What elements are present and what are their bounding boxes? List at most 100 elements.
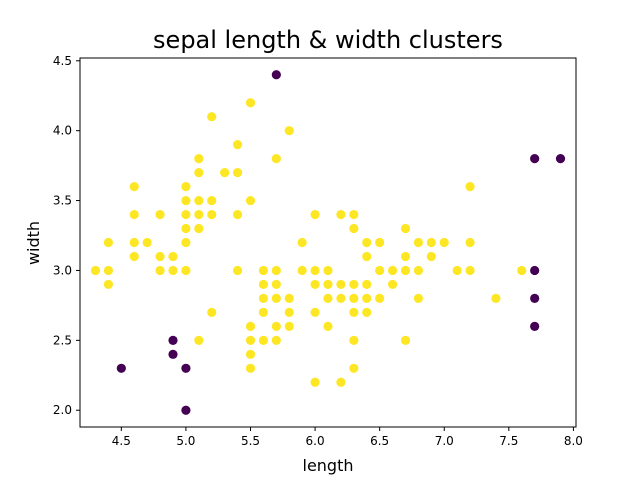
- point-cluster-1: [465, 237, 475, 248]
- x-tick-label: 7.5: [499, 434, 518, 448]
- point-cluster-1: [349, 223, 359, 234]
- point-cluster-0: [530, 321, 540, 331]
- point-cluster-1: [349, 279, 359, 290]
- y-tick-label: 4.5: [53, 54, 72, 68]
- point-cluster-1: [465, 265, 475, 276]
- point-cluster-1: [271, 293, 281, 304]
- point-cluster-1: [103, 279, 114, 290]
- point-cluster-1: [168, 265, 178, 276]
- point-cluster-1: [349, 335, 359, 345]
- point-cluster-1: [284, 307, 294, 317]
- point-cluster-0: [271, 70, 281, 80]
- point-cluster-1: [362, 307, 372, 317]
- point-cluster-0: [530, 265, 540, 276]
- chart-title: sepal length & width clusters: [153, 26, 503, 54]
- point-cluster-1: [336, 377, 346, 387]
- x-tick-label: 6.0: [306, 434, 325, 448]
- point-cluster-1: [310, 265, 320, 276]
- point-cluster-1: [194, 335, 204, 345]
- x-tick-label: 6.5: [370, 434, 389, 448]
- point-cluster-1: [387, 265, 398, 276]
- point-cluster-0: [116, 363, 126, 373]
- point-cluster-1: [375, 265, 385, 276]
- point-cluster-0: [530, 154, 540, 164]
- point-cluster-1: [155, 265, 165, 276]
- x-tick-label: 7.0: [435, 434, 454, 448]
- point-cluster-1: [375, 237, 385, 248]
- point-cluster-1: [129, 181, 139, 192]
- point-cluster-1: [491, 293, 501, 304]
- point-cluster-1: [310, 307, 320, 317]
- point-cluster-1: [194, 154, 204, 164]
- point-cluster-1: [129, 209, 139, 220]
- point-cluster-1: [452, 265, 462, 276]
- point-cluster-1: [271, 335, 281, 345]
- point-cluster-1: [413, 237, 424, 248]
- y-tick-label: 3.5: [53, 194, 72, 208]
- point-cluster-1: [439, 237, 449, 248]
- point-cluster-1: [323, 321, 333, 331]
- point-cluster-1: [336, 209, 346, 220]
- point-cluster-1: [284, 321, 294, 331]
- point-cluster-1: [349, 307, 359, 317]
- point-cluster-1: [181, 265, 191, 276]
- point-cluster-1: [194, 209, 204, 220]
- point-cluster-1: [517, 265, 527, 276]
- point-cluster-1: [245, 335, 256, 345]
- point-cluster-1: [181, 237, 191, 248]
- point-cluster-1: [297, 237, 307, 248]
- point-cluster-1: [400, 251, 411, 262]
- point-cluster-1: [426, 237, 436, 248]
- point-cluster-1: [181, 209, 191, 220]
- point-cluster-1: [245, 98, 256, 108]
- point-cluster-1: [413, 265, 424, 276]
- point-cluster-1: [129, 237, 139, 248]
- point-cluster-1: [181, 181, 191, 192]
- y-tick-label: 2.5: [53, 333, 72, 347]
- point-cluster-1: [349, 363, 359, 373]
- point-cluster-1: [155, 251, 165, 262]
- point-cluster-1: [426, 251, 436, 262]
- point-cluster-1: [271, 154, 281, 164]
- point-cluster-1: [207, 195, 217, 206]
- data-points: [90, 70, 566, 415]
- point-cluster-1: [181, 223, 191, 234]
- point-cluster-1: [232, 209, 243, 220]
- point-cluster-1: [220, 168, 230, 178]
- y-axis-ticks: 2.0 2.5 3.0 3.5 4.0 4.5: [53, 54, 80, 417]
- point-cluster-1: [103, 265, 114, 276]
- point-cluster-1: [362, 237, 372, 248]
- y-tick-label: 3.0: [53, 263, 72, 277]
- point-cluster-1: [413, 293, 424, 304]
- point-cluster-1: [90, 265, 101, 276]
- point-cluster-0: [530, 293, 540, 304]
- point-cluster-1: [129, 251, 139, 262]
- point-cluster-1: [258, 265, 269, 276]
- plot-area: [79, 57, 577, 428]
- point-cluster-1: [336, 293, 346, 304]
- point-cluster-1: [271, 279, 281, 290]
- point-cluster-1: [245, 321, 256, 331]
- point-cluster-1: [142, 237, 152, 248]
- point-cluster-1: [362, 279, 372, 290]
- point-cluster-1: [375, 293, 385, 304]
- point-cluster-1: [103, 237, 114, 248]
- point-cluster-1: [232, 265, 243, 276]
- point-cluster-1: [258, 279, 269, 290]
- point-cluster-0: [555, 154, 566, 164]
- point-cluster-1: [194, 195, 204, 206]
- x-axis-label: length: [303, 456, 354, 475]
- point-cluster-1: [349, 293, 359, 304]
- point-cluster-1: [465, 181, 475, 192]
- point-cluster-1: [245, 195, 256, 206]
- point-cluster-1: [284, 126, 294, 136]
- point-cluster-1: [336, 279, 346, 290]
- y-axis-label: width: [24, 221, 43, 265]
- x-tick-label: 5.5: [241, 434, 260, 448]
- point-cluster-1: [349, 209, 359, 220]
- point-cluster-1: [297, 265, 307, 276]
- point-cluster-1: [245, 349, 256, 359]
- point-cluster-1: [323, 279, 333, 290]
- point-cluster-1: [400, 223, 411, 234]
